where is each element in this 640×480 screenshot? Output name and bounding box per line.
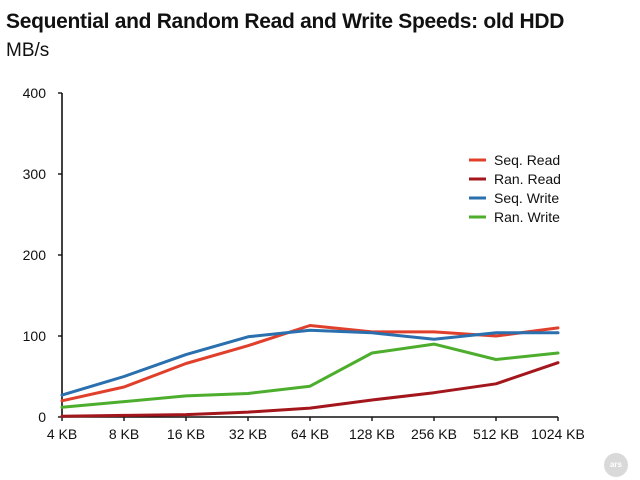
y-tick-label: 400: [23, 85, 47, 101]
x-tick-label: 4 KB: [47, 426, 77, 442]
axes: 0 100 200 300 400 4 KB 8 KB 16 KB 32 KB 64 KB 128 …: [23, 85, 585, 442]
series-line-ran-write: [60, 342, 560, 409]
legend-label-ran-read: Ran. Read: [494, 171, 561, 187]
series-line-seq-read: [60, 324, 560, 403]
y-tick-label: 300: [23, 166, 47, 182]
x-tick-label: 128 KB: [349, 426, 395, 442]
legend-label-seq-read: Seq. Read: [494, 152, 560, 168]
series-lines: [60, 324, 560, 418]
legend-label-seq-write: Seq. Write: [494, 190, 559, 206]
legend: Seq. Read Ran. Read Seq. Write Ran. Write: [469, 152, 561, 225]
x-tick-label: 64 KB: [291, 426, 329, 442]
y-tick-label: 200: [23, 247, 47, 263]
ars-logo: ars: [604, 453, 628, 477]
y-tick-label: 0: [38, 409, 46, 425]
x-tick-label: 1024 KB: [531, 426, 585, 442]
legend-label-ran-write: Ran. Write: [494, 209, 560, 225]
x-tick-label: 512 KB: [473, 426, 519, 442]
chart-title: Sequential and Random Read and Write Spe…: [6, 10, 565, 33]
x-tick-label: 32 KB: [229, 426, 267, 442]
chart-subtitle: MB/s: [6, 40, 50, 61]
x-tick-label: 8 KB: [109, 426, 139, 442]
series-line-ran-read: [60, 361, 560, 418]
x-tick-label: 16 KB: [167, 426, 205, 442]
series-line-seq-write: [60, 328, 560, 397]
x-tick-label: 256 KB: [411, 426, 457, 442]
y-tick-label: 100: [23, 328, 47, 344]
